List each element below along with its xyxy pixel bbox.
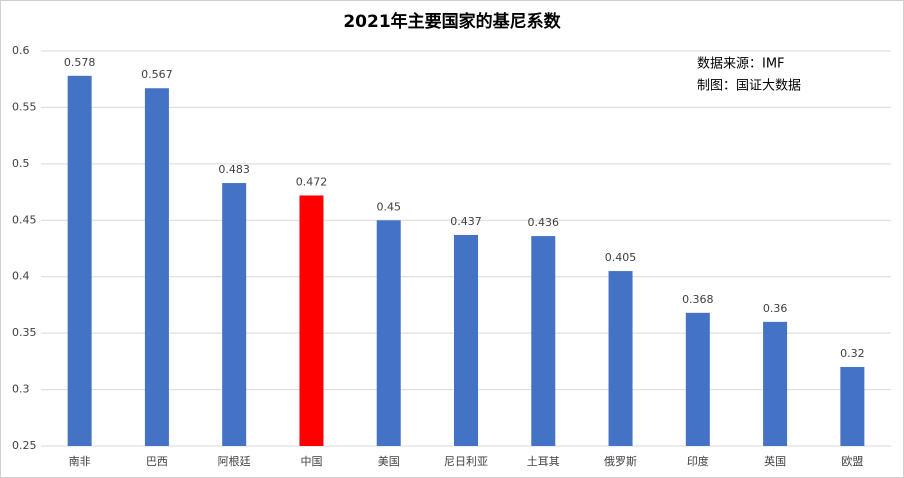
bar <box>299 195 324 446</box>
data-label: 0.32 <box>840 347 865 360</box>
x-tick-label: 俄罗斯 <box>604 455 637 468</box>
x-tick-label: 美国 <box>378 455 400 468</box>
data-label: 0.436 <box>528 216 560 229</box>
bar <box>608 271 633 446</box>
y-tick-label: 0.5 <box>12 157 30 170</box>
x-tick-label: 尼日利亚 <box>444 455 488 468</box>
x-tick-label: 巴西 <box>146 455 168 468</box>
x-tick-label: 英国 <box>764 454 786 468</box>
y-tick-label: 0.4 <box>12 270 30 283</box>
data-label: 0.45 <box>376 200 401 213</box>
y-tick-label: 0.25 <box>12 439 37 452</box>
x-tick-label: 欧盟 <box>841 455 863 468</box>
annotation: 数据来源：IMF <box>697 57 785 72</box>
bar <box>222 183 247 447</box>
bar <box>531 236 556 446</box>
bar <box>763 321 788 446</box>
y-tick-label: 0.6 <box>12 44 30 57</box>
bar <box>840 367 865 446</box>
y-tick-label: 0.45 <box>12 213 37 226</box>
y-tick-label: 0.55 <box>12 100 37 113</box>
bar <box>376 220 401 446</box>
x-tick-label: 南非 <box>69 455 91 468</box>
x-tick-label: 印度 <box>687 454 709 468</box>
y-tick-label: 0.35 <box>12 326 37 339</box>
data-label: 0.368 <box>682 293 714 306</box>
data-label: 0.405 <box>605 251 637 264</box>
bar <box>144 88 169 446</box>
bar <box>67 75 92 446</box>
data-label: 0.36 <box>763 302 788 315</box>
annotation: 制图：国证大数据 <box>697 79 801 94</box>
x-tick-label: 阿根廷 <box>218 454 251 468</box>
y-tick-label: 0.3 <box>12 383 30 396</box>
bar <box>685 312 710 446</box>
data-label: 0.578 <box>64 56 96 69</box>
data-label: 0.437 <box>450 215 482 228</box>
data-label: 0.483 <box>218 163 250 176</box>
x-tick-label: 中国 <box>300 455 322 468</box>
data-label: 0.472 <box>296 175 328 188</box>
x-tick-label: 土耳其 <box>527 455 560 468</box>
chart-title: 2021年主要国家的基尼系数 <box>343 11 561 32</box>
bar <box>454 234 478 446</box>
data-label: 0.567 <box>141 68 173 81</box>
